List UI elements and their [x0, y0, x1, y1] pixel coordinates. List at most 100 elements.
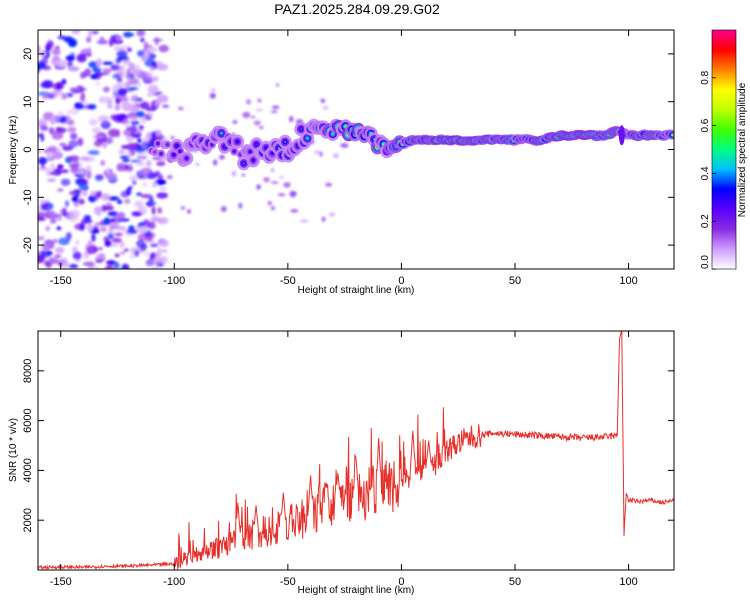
spectrogram-cell — [142, 75, 154, 85]
spectrogram-cell — [113, 114, 125, 123]
spectrogram-cell — [86, 223, 93, 232]
colorbar-tick-label: 0.6 — [700, 118, 711, 132]
colorbar-frame — [711, 29, 737, 270]
x-tick-label: -100 — [163, 576, 185, 588]
spectrogram-cell — [121, 100, 130, 110]
spectrogram-cell — [178, 106, 184, 111]
spectrogram-cell — [121, 94, 128, 103]
snr-series-line — [38, 331, 674, 570]
spectrogram-cell — [152, 265, 161, 269]
spectrogram-cell — [80, 218, 93, 225]
spectrogram-cell — [41, 80, 54, 89]
spectrogram-cell — [66, 92, 74, 98]
spectrogram-cell — [124, 32, 135, 37]
spectrogram-cell — [103, 86, 110, 93]
spectrogram-cell — [76, 53, 87, 63]
spectrogram-cell — [72, 251, 82, 260]
spectrogram-cell — [127, 47, 132, 52]
spectrogram-cell — [253, 120, 261, 126]
spectrogram-cell — [87, 261, 96, 269]
spectrogram-cell — [147, 92, 156, 97]
spectrogram-cell — [88, 61, 99, 69]
spectrogram-cell — [113, 261, 120, 269]
spectrogram-cell — [257, 98, 262, 103]
spectrogram-cell — [270, 181, 279, 184]
spectrogram-cell — [213, 159, 218, 166]
spectrogram-cell — [100, 160, 106, 166]
spectrogram-cell — [277, 193, 286, 197]
spectrogram-cell — [57, 164, 64, 170]
spectrogram-cell — [96, 58, 102, 67]
spectrogram-cell — [109, 38, 114, 47]
spectrogram-cell — [195, 163, 200, 166]
spectrogram-cell — [73, 189, 83, 193]
spectrogram-cell — [319, 151, 323, 157]
spectrogram-cell — [108, 218, 116, 223]
spectrogram-cell — [62, 93, 68, 100]
spectrogram-cell — [321, 216, 326, 222]
spectrogram-cell — [107, 211, 119, 217]
spectrogram-cell — [70, 52, 75, 60]
spectrogram-cell — [210, 88, 216, 92]
spectrogram-cell — [60, 178, 71, 186]
spectrogram-cell — [107, 196, 120, 201]
spectrogram-cell — [87, 240, 93, 247]
spectrogram-cell — [78, 198, 85, 205]
spectrogram-cell — [156, 142, 159, 145]
spectrogram-cell — [340, 143, 349, 148]
spectrogram-cell — [154, 179, 167, 186]
spectrogram-cell — [88, 119, 98, 126]
spectrogram-cell — [135, 153, 145, 158]
spectrogram-cell — [39, 200, 47, 204]
spectrogram-cell — [242, 111, 251, 119]
spectrogram-cell — [107, 104, 113, 109]
y-tick-label: 8000 — [22, 359, 34, 383]
spectrogram-cell — [255, 143, 258, 146]
spectrogram-cell — [153, 150, 156, 154]
spectrogram-cell — [134, 200, 144, 208]
spectrogram-cell — [289, 190, 297, 198]
spectrogram-cell — [137, 225, 149, 234]
spectrogram-cell — [111, 237, 122, 243]
spectrogram-cell — [116, 226, 127, 231]
spectrogram-cell — [125, 150, 131, 157]
spectrogram-cell — [68, 163, 80, 168]
spectrogram-cell — [117, 81, 125, 88]
spectrogram-cell — [87, 104, 97, 110]
spectrogram-cell — [223, 145, 226, 148]
spectrogram-cell — [130, 120, 140, 125]
spectrogram-cell — [46, 151, 54, 159]
spectrogram-cell — [57, 111, 65, 117]
spectrogram-cell — [97, 247, 104, 251]
spectrogram-cell — [159, 187, 167, 191]
spectrogram-cell — [233, 150, 236, 153]
x-tick-label: -50 — [280, 576, 296, 588]
spectrogram-cell — [92, 134, 105, 140]
spectrogram-cell — [151, 206, 156, 215]
spectrogram-cell — [57, 35, 66, 40]
spectrogram-cell — [116, 49, 128, 58]
spectrogram-cell — [79, 94, 84, 102]
spectrogram-cell — [331, 132, 334, 136]
spectrogram-cell — [156, 192, 168, 199]
colorbar-tick-label: 0.4 — [700, 166, 711, 180]
spectrogram-cell — [238, 202, 243, 209]
spectrogram-cell — [104, 240, 112, 247]
spectrogram-cell — [119, 240, 125, 249]
spectrogram-cell — [328, 212, 336, 217]
spectrogram-cell — [256, 184, 261, 190]
spectrogram-cell — [52, 49, 61, 56]
spectrogram-cell — [49, 210, 56, 218]
spectrogram-cell — [48, 127, 55, 135]
spectrogram-cell — [110, 65, 116, 69]
spectrogram-cell — [77, 137, 84, 147]
spectrogram-cell — [136, 30, 146, 37]
spectrogram-cell — [325, 183, 333, 187]
colorbar-label: Normalized spectral amplitude — [737, 82, 748, 217]
spectrogram-cell — [140, 142, 149, 149]
spectrogram-cell — [100, 193, 111, 201]
spectrogram-cell — [134, 250, 139, 257]
spectrogram-cell — [48, 171, 59, 176]
spectrogram-cell — [245, 99, 252, 105]
colorbar-tick-label: 0.0 — [700, 255, 711, 269]
